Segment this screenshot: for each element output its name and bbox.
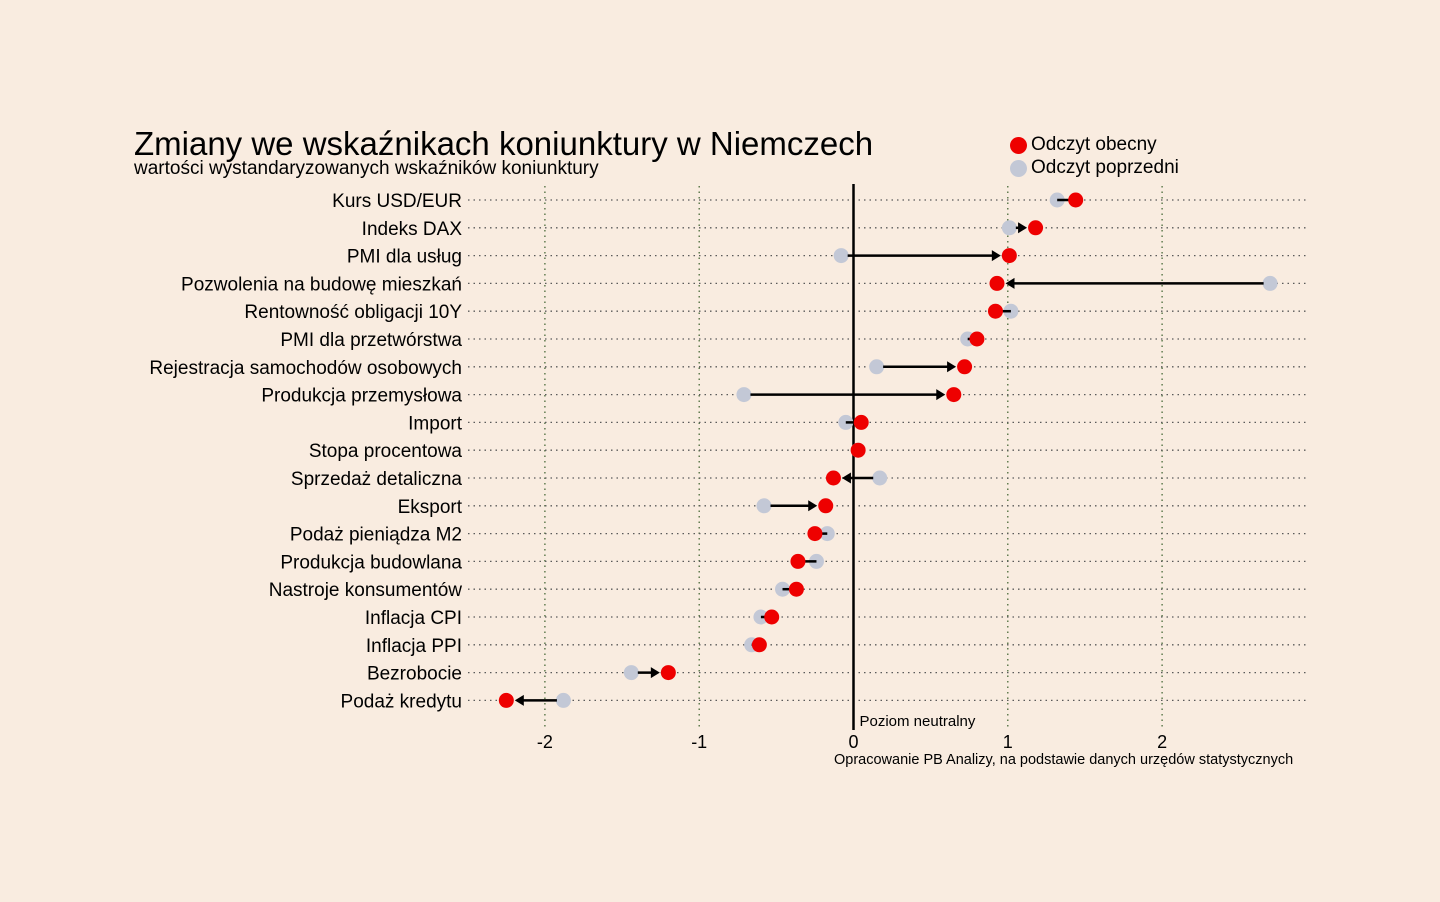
row-label: Podaż kredytu — [341, 691, 462, 712]
row-label: Pozwolenia na budowę mieszkań — [181, 274, 462, 295]
current-value-dot — [957, 359, 973, 375]
current-value-dot — [1028, 220, 1044, 236]
previous-value-dot — [555, 692, 571, 708]
row-label: Produkcja budowlana — [280, 552, 462, 573]
row-label: Indeks DAX — [362, 219, 463, 240]
change-arrow-head — [991, 250, 1001, 262]
row-label: PMI dla usług — [347, 247, 462, 268]
change-arrow-head — [936, 389, 946, 401]
legend-current: Odczyt obecny — [1010, 134, 1157, 156]
x-tick-label: 0 — [848, 732, 858, 752]
source-note: Opracowanie PB Analizy, na podstawie dan… — [834, 752, 1294, 768]
previous-value-dot — [869, 359, 885, 375]
current-value-dot — [989, 275, 1005, 291]
current-value-dot — [790, 553, 806, 569]
current-value-dot — [1068, 192, 1084, 208]
change-arrow-head — [1005, 277, 1015, 289]
x-tick-label: 2 — [1157, 732, 1167, 752]
row-label: Inflacja PPI — [366, 636, 462, 657]
change-arrow-head — [1018, 222, 1028, 234]
row-label: Produkcja przemysłowa — [261, 386, 462, 407]
chart-subtitle: wartości wystandaryzowanych wskaźników k… — [134, 158, 599, 179]
row-label: Import — [408, 413, 463, 434]
current-value-dot — [969, 331, 985, 347]
current-value-dot — [788, 581, 804, 597]
previous-value-dot — [872, 470, 888, 486]
change-arrow-head — [947, 361, 957, 373]
x-tick-label: -1 — [691, 732, 707, 752]
row-label: Sprzedaż detaliczna — [291, 469, 463, 490]
current-value-dot — [850, 442, 866, 458]
row-label: Nastroje konsumentów — [269, 580, 463, 601]
row-label: Eksport — [398, 497, 463, 518]
legend-current-label: Odczyt obecny — [1031, 134, 1157, 155]
row-label: Inflacja CPI — [365, 608, 462, 629]
current-value-dot — [807, 526, 823, 542]
legend-previous-dot-icon — [1010, 159, 1027, 177]
previous-value-dot — [1001, 220, 1017, 236]
row-label: Rejestracja samochodów osobowych — [149, 358, 462, 379]
row-label: Kurs USD/EUR — [332, 191, 462, 212]
legend-previous-label: Odczyt poprzedni — [1031, 157, 1179, 178]
x-tick-label: -2 — [537, 732, 553, 752]
current-value-dot — [853, 414, 869, 430]
chart-title: Zmiany we wskaźnikach koniunktury w Niem… — [134, 125, 874, 162]
previous-value-dot — [623, 665, 639, 681]
current-value-dot — [764, 609, 780, 625]
current-value-dot — [751, 637, 767, 653]
current-value-dot — [498, 692, 514, 708]
previous-value-dot — [1262, 275, 1278, 291]
current-value-dot — [987, 303, 1003, 319]
current-value-dot — [660, 665, 676, 681]
current-value-dot — [946, 387, 962, 403]
row-label: PMI dla przetwórstwa — [280, 330, 462, 351]
row-label: Bezrobocie — [367, 664, 462, 685]
legend-previous: Odczyt poprzedni — [1010, 157, 1179, 179]
row-label: Podaż pieniądza M2 — [290, 525, 462, 546]
current-value-dot — [825, 470, 841, 486]
change-arrow-head — [841, 472, 851, 484]
previous-value-dot — [833, 248, 849, 264]
change-arrow-head — [808, 500, 818, 512]
row-label: Rentowność obligacji 10Y — [244, 302, 462, 323]
legend-current-dot-icon — [1010, 136, 1027, 154]
row-label: Stopa procentowa — [309, 441, 463, 462]
change-arrow-head — [650, 667, 660, 679]
current-value-dot — [1001, 248, 1017, 264]
neutral-reference-label: Poziom neutralny — [860, 713, 976, 730]
x-tick-label: 1 — [1003, 732, 1013, 752]
previous-value-dot — [756, 498, 772, 514]
change-arrow-head — [514, 694, 524, 706]
current-value-dot — [818, 498, 834, 514]
previous-value-dot — [736, 387, 752, 403]
